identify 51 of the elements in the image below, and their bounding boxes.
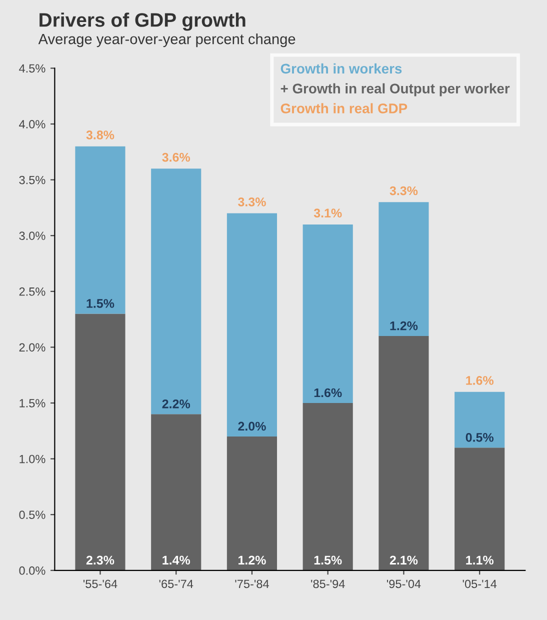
- data-label: 1.4%: [162, 556, 190, 565]
- bar: [302, 403, 353, 570]
- bar: [151, 168, 202, 414]
- data-label: 1.1%: [466, 556, 494, 565]
- bar: [378, 202, 429, 336]
- data-label: 2.0%: [238, 422, 266, 431]
- data-label: 1.2%: [390, 321, 418, 330]
- y-tick-label: 1.0%: [20, 454, 46, 464]
- x-tick-label: '95-'04: [386, 580, 421, 588]
- total-label: 3.3%: [238, 197, 266, 206]
- y-tick-label: 0.5%: [19, 510, 46, 519]
- total-label: 3.6%: [162, 152, 190, 162]
- x-tick-label: '85-'94: [311, 580, 345, 588]
- bar: [378, 336, 429, 570]
- total-label: 3.3%: [390, 186, 418, 196]
- data-label: 2.2%: [162, 399, 190, 408]
- bar: [151, 414, 202, 570]
- data-label: 1.5%: [86, 299, 114, 308]
- y-tick-label: 2.0%: [19, 343, 46, 352]
- annotation: Growth in real GDP: [280, 103, 408, 114]
- bar: [302, 224, 353, 403]
- total-label: 1.6%: [466, 376, 494, 385]
- total-label: 3.1%: [314, 208, 342, 218]
- data-label: 2.3%: [86, 556, 114, 565]
- text: + Growth in real Output per worker: [280, 83, 510, 96]
- y-tick-label: 3.5%: [19, 176, 46, 184]
- y-tick-label: 0.0%: [19, 566, 46, 575]
- data-label: 1.5%: [314, 556, 342, 565]
- y-tick-label: 4.0%: [19, 120, 46, 128]
- bar: [226, 213, 278, 436]
- chart-subtitle: Average year-over-year percent change: [38, 34, 296, 48]
- total-label: 3.8%: [86, 130, 114, 140]
- data-label: 1.6%: [314, 388, 342, 398]
- y-tick-label: 4.5%: [19, 64, 46, 73]
- x-tick-label: '75-'84: [235, 580, 269, 588]
- bar: [75, 146, 126, 314]
- chart-title: Drivers of GDP growth: [40, 12, 246, 31]
- bar: [226, 436, 278, 570]
- bar: [454, 392, 505, 448]
- y-tick-label: 1.5%: [20, 399, 46, 408]
- data-label: 2.1%: [390, 556, 418, 565]
- x-tick-label: '55-'64: [83, 580, 118, 588]
- bar: [454, 448, 505, 570]
- bar: [75, 314, 126, 570]
- data-label: 1.2%: [238, 556, 266, 565]
- y-tick-label: 2.5%: [19, 287, 46, 296]
- y-tick-label: 3.0%: [19, 232, 46, 240]
- text: Growth in workers: [280, 63, 402, 74]
- x-tick-label: '05-'14: [462, 580, 497, 588]
- x-tick-label: '65-'74: [159, 580, 194, 588]
- data-label: 0.5%: [466, 432, 494, 442]
